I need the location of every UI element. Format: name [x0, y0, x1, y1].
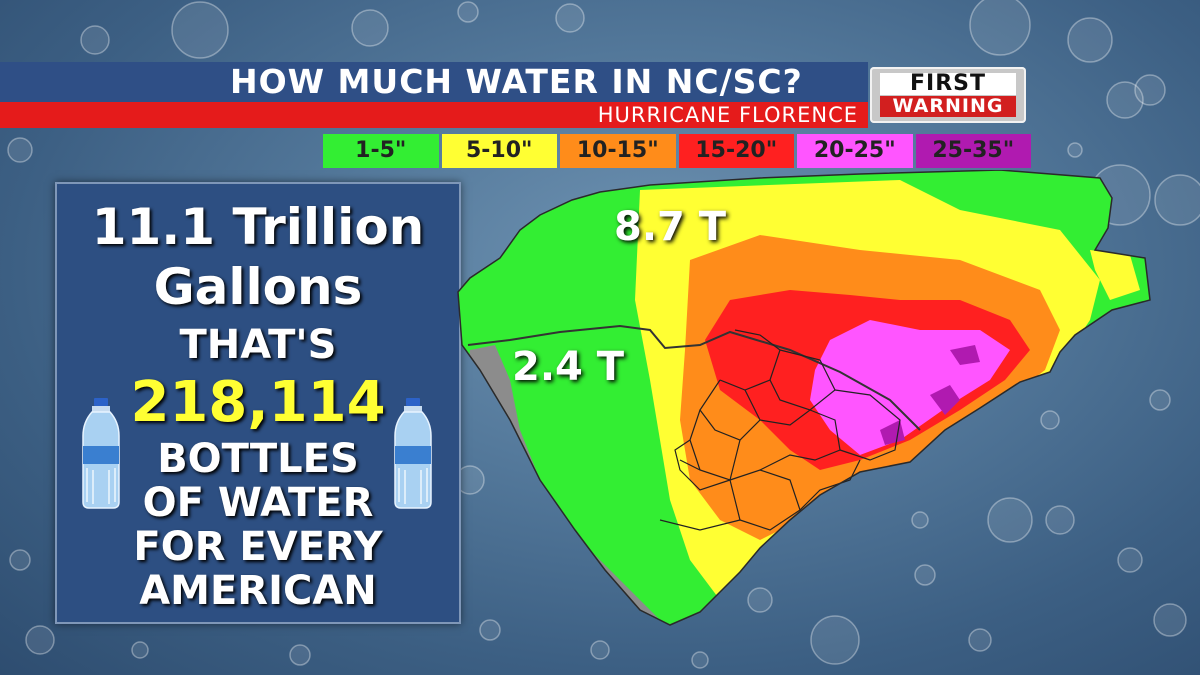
bottles-per-person-value: 218,114	[130, 370, 386, 435]
info-panel: 11.1 Trillion Gallons THAT'S 218,114 BOT…	[55, 182, 461, 624]
nc-total-label: 8.7 T	[614, 204, 727, 250]
legend-item-25-35: 25-35"	[915, 134, 1031, 168]
logo-line-2: WARNING	[880, 96, 1016, 117]
legend-item-10-15: 10-15"	[560, 134, 676, 168]
title-bar	[0, 62, 868, 102]
subtitle-bar	[0, 102, 868, 128]
legend-item-20-25: 20-25"	[797, 134, 913, 168]
contour-25-35	[880, 345, 980, 445]
water-bottle-icon	[394, 398, 432, 509]
panel-line-bottles: BOTTLES	[157, 436, 359, 482]
panel-line-of-water: OF WATER	[142, 480, 374, 526]
page-title: HOW MUCH WATER IN NC/SC?	[230, 62, 803, 101]
total-gallons-value: 11.1 Trillion	[91, 198, 425, 256]
thats-label: THAT'S	[179, 322, 337, 368]
rainfall-map	[457, 170, 1151, 626]
county-lines	[659, 329, 901, 531]
sc-total-label: 2.4 T	[512, 344, 625, 390]
legend-item-15-20: 15-20"	[678, 134, 794, 168]
state-border	[467, 324, 921, 431]
logo-line-1: FIRST	[880, 73, 1016, 95]
gray-area	[468, 345, 660, 625]
first-warning-logo: FIRST WARNING	[870, 67, 1026, 123]
panel-line-american: AMERICAN	[139, 568, 377, 614]
legend-item-5-10: 5-10"	[441, 134, 557, 168]
water-bottle-icon	[82, 398, 120, 509]
panel-line-for-every: FOR EVERY	[133, 524, 383, 570]
coast-outline	[457, 170, 1151, 626]
rainfall-legend: 1-5" 5-10" 10-15" 15-20" 20-25" 25-35"	[323, 134, 1031, 168]
legend-item-1-5: 1-5"	[323, 134, 439, 168]
page-subtitle: HURRICANE FLORENCE	[597, 103, 858, 127]
total-gallons-unit: Gallons	[153, 258, 363, 316]
